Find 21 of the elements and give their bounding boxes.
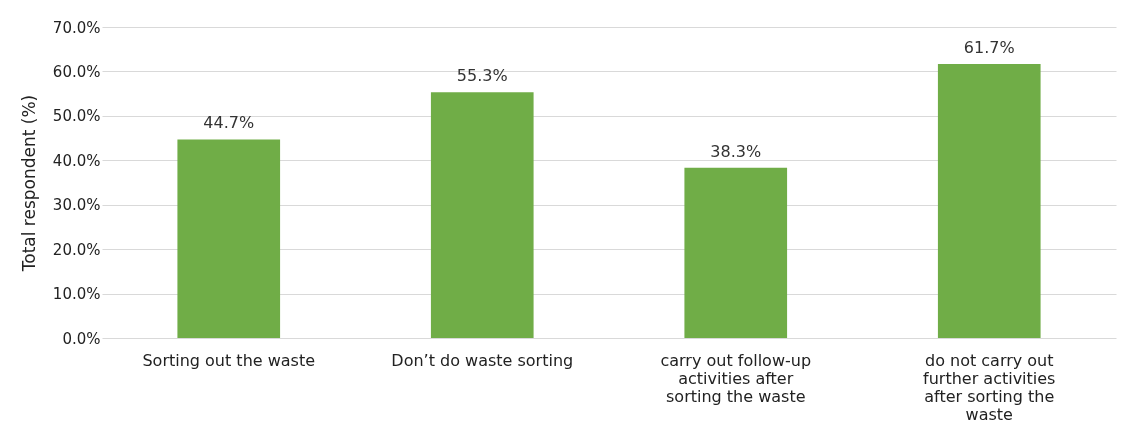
y-tick-label: 0.0% bbox=[62, 329, 101, 348]
data-label: 55.3% bbox=[456, 66, 508, 86]
y-tick-label: 60.0% bbox=[52, 62, 101, 81]
bar bbox=[430, 92, 534, 338]
bar bbox=[937, 63, 1041, 338]
data-label: 61.7% bbox=[963, 37, 1015, 57]
y-tick-label: 50.0% bbox=[52, 107, 101, 126]
x-tick-label: carry out follow-up activities after sorting the waste bbox=[660, 350, 812, 406]
x-tick-label: Sorting out the waste bbox=[142, 350, 316, 370]
y-axis-title: Total respondent (%) bbox=[18, 94, 39, 273]
y-tick-label: 40.0% bbox=[52, 151, 101, 170]
y-tick-label: 10.0% bbox=[52, 285, 101, 304]
x-tick-label: Don’t do waste sorting bbox=[391, 350, 574, 370]
x-tick-label: do not carry out further activities after sorting the waste bbox=[923, 350, 1056, 424]
y-tick-label: 20.0% bbox=[52, 240, 101, 259]
data-label: 38.3% bbox=[710, 141, 762, 161]
data-label: 44.7% bbox=[203, 113, 255, 133]
y-tick-label: 30.0% bbox=[52, 196, 101, 215]
y-tick-label: 70.0% bbox=[52, 18, 101, 37]
bar bbox=[177, 139, 281, 338]
bar bbox=[684, 167, 788, 338]
